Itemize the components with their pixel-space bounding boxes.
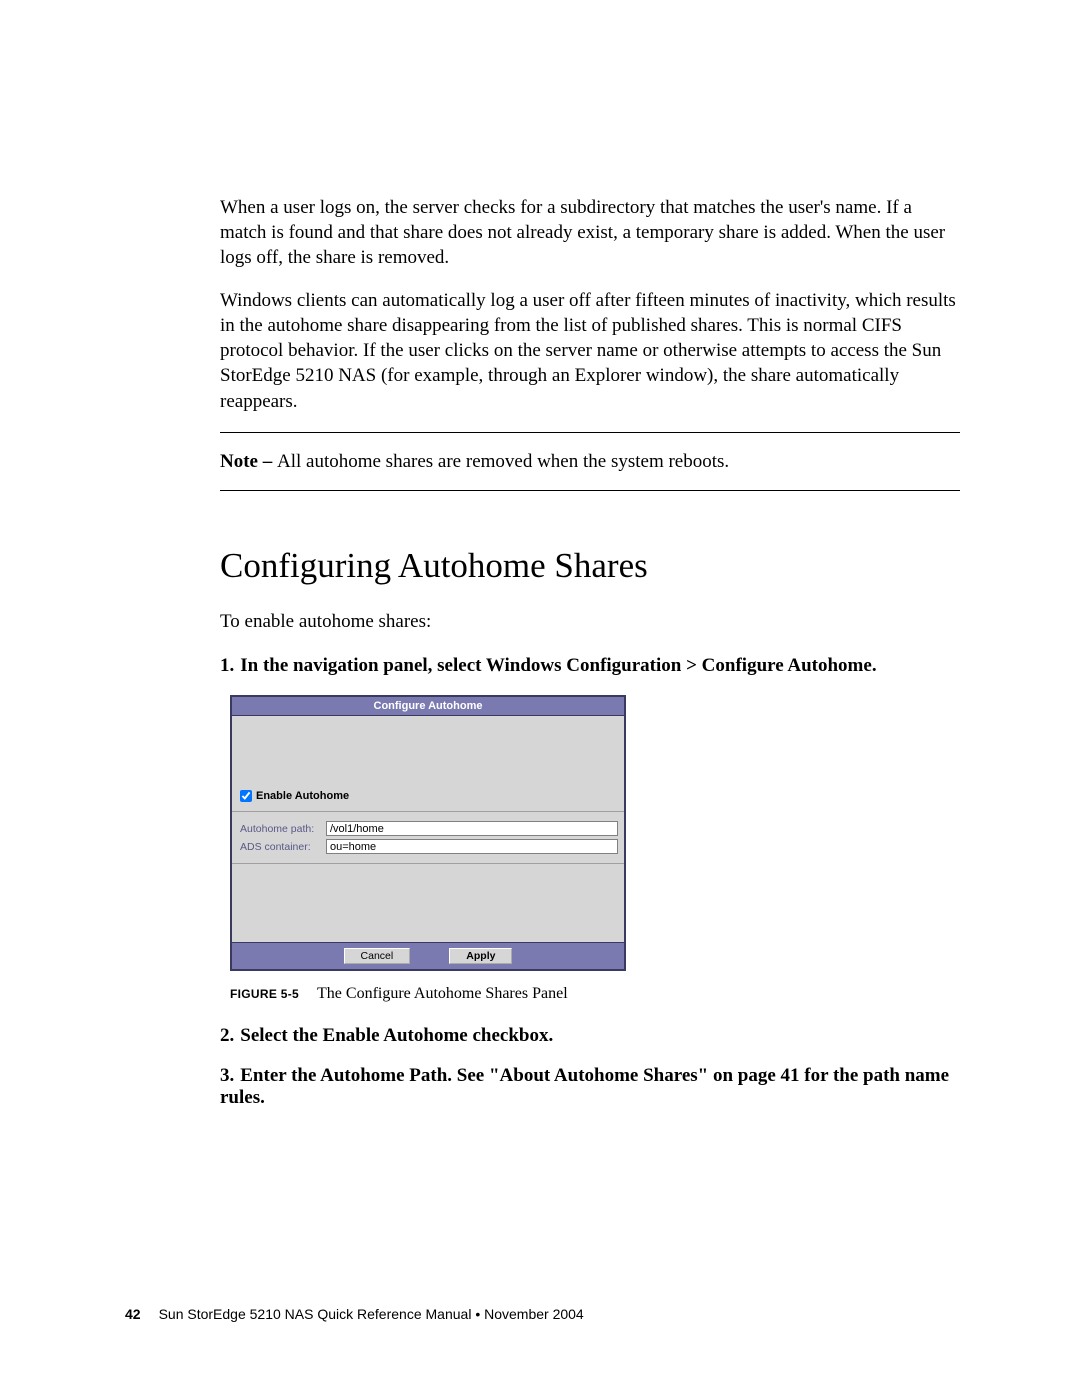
panel-spacer-top xyxy=(232,716,624,786)
paragraph-1: When a user logs on, the server checks f… xyxy=(220,195,960,270)
step-1-text: In the navigation panel, select Windows … xyxy=(240,655,876,676)
ads-container-label: ADS container: xyxy=(240,841,326,853)
note-body: All autohome shares are removed when the… xyxy=(277,451,729,472)
panel-spacer-bottom xyxy=(232,864,624,942)
step-3: 3.Enter the Autohome Path. See "About Au… xyxy=(220,1065,960,1109)
apply-button[interactable]: Apply xyxy=(449,948,512,964)
page-footer: 42 Sun StorEdge 5210 NAS Quick Reference … xyxy=(125,1306,584,1322)
ads-container-row: ADS container: xyxy=(240,839,618,854)
step-3-number: 3. xyxy=(220,1065,234,1086)
autohome-path-label: Autohome path: xyxy=(240,823,326,835)
panel-button-bar: Cancel Apply xyxy=(232,942,624,969)
cancel-button[interactable]: Cancel xyxy=(344,948,411,964)
autohome-path-row: Autohome path: xyxy=(240,821,618,836)
autohome-path-input[interactable] xyxy=(326,821,618,836)
step-2-number: 2. xyxy=(220,1025,234,1046)
enable-autohome-row: Enable Autohome xyxy=(232,786,624,811)
figure-caption: FIGURE 5-5 The Configure Autohome Shares … xyxy=(230,985,960,1003)
page-number: 42 xyxy=(125,1306,141,1322)
step-3-text: Enter the Autohome Path. See "About Auto… xyxy=(220,1065,949,1108)
figure-5-5: Configure Autohome Enable Autohome Autoh… xyxy=(230,695,960,971)
paragraph-2: Windows clients can automatically log a … xyxy=(220,288,960,413)
enable-autohome-checkbox[interactable] xyxy=(240,790,252,802)
figure-label: FIGURE 5-5 xyxy=(230,987,299,1001)
note-label: Note – xyxy=(220,451,277,472)
note-text: Note – All autohome shares are removed w… xyxy=(220,449,960,475)
panel-title: Configure Autohome xyxy=(232,697,624,716)
panel-form: Autohome path: ADS container: xyxy=(232,811,624,864)
step-1-number: 1. xyxy=(220,655,234,676)
step-2: 2. Select the Enable Autohome checkbox. xyxy=(220,1025,960,1047)
note-block: Note – All autohome shares are removed w… xyxy=(220,432,960,492)
step-2-text: Select the Enable Autohome checkbox. xyxy=(240,1025,553,1046)
ads-container-input[interactable] xyxy=(326,839,618,854)
intro-line: To enable autohome shares: xyxy=(220,611,960,633)
configure-autohome-panel: Configure Autohome Enable Autohome Autoh… xyxy=(230,695,626,971)
section-heading: Configuring Autohome Shares xyxy=(220,546,960,586)
enable-autohome-label[interactable]: Enable Autohome xyxy=(240,790,349,802)
footer-text: Sun StorEdge 5210 NAS Quick Reference Ma… xyxy=(159,1306,584,1322)
enable-autohome-text: Enable Autohome xyxy=(256,790,349,802)
figure-caption-text: The Configure Autohome Shares Panel xyxy=(317,985,568,1002)
step-1: 1. In the navigation panel, select Window… xyxy=(220,655,960,677)
